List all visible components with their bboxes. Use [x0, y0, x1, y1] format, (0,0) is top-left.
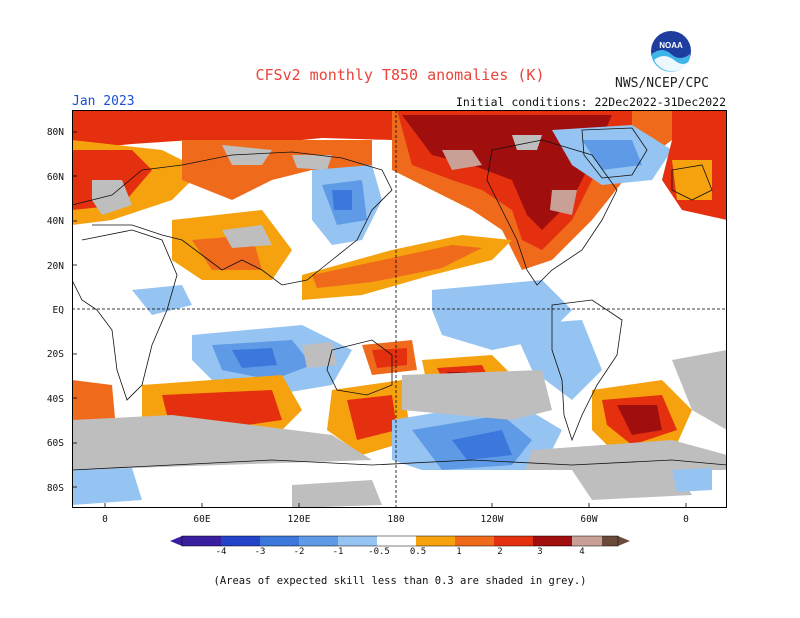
org-label: NWS/NCEP/CPC [615, 76, 709, 91]
australia-outline [326, 339, 393, 396]
eurasia-outline [72, 151, 393, 286]
lat-label-20s: 20S [46, 349, 64, 360]
noaa-logo: NOAA [650, 30, 692, 76]
colorbar-label: 4 [579, 547, 585, 557]
greenland-outline [581, 127, 648, 179]
lat-label-80s: 80S [46, 483, 64, 494]
south-america-outline [551, 299, 623, 442]
lat-label-60s: 60S [46, 438, 64, 449]
colorbar-label: 2 [497, 547, 503, 557]
lat-label-20n: 20N [46, 261, 64, 272]
coastlines [72, 127, 727, 471]
southern-ocean-grey [72, 415, 372, 470]
lon-label-0-east: 0 [683, 514, 689, 525]
colorbar-right-arrow [618, 536, 630, 546]
colorbar-label: 0.5 [409, 547, 427, 557]
lat-label-80n: 80N [46, 127, 64, 138]
colorbar-left-arrow [170, 536, 182, 546]
noaa-logo-text: NOAA [659, 41, 683, 50]
colorbar-label: -2 [293, 547, 305, 557]
skill-footnote: (Areas of expected skill less than 0.3 a… [213, 575, 587, 587]
colorbar-label: -0.5 [368, 547, 390, 557]
lon-label-180: 180 [387, 514, 405, 525]
north-america-outline [486, 139, 618, 286]
lat-label-eq: EQ [52, 305, 64, 316]
colorbar-label: -3 [254, 547, 266, 557]
lon-label-0: 0 [102, 514, 108, 525]
lon-label-60e: 60E [193, 514, 211, 525]
forecast-month: Jan 2023 [72, 94, 135, 109]
colorbar-label: 1 [456, 547, 462, 557]
chart-title: CFSv2 monthly T850 anomalies (K) [255, 66, 545, 84]
lat-label-60n: 60N [46, 172, 64, 183]
antarctica-outline [72, 459, 727, 471]
anomaly-fields [72, 110, 727, 508]
colorbar-label: -1 [332, 547, 344, 557]
africa-outline [72, 229, 178, 401]
anomaly-map [72, 110, 727, 508]
lon-label-60w: 60W [580, 514, 598, 525]
colorbar-label: 3 [537, 547, 543, 557]
colorbar-label: -4 [215, 547, 227, 557]
lat-label-40n: 40N [46, 216, 64, 227]
lon-label-120e: 120E [287, 514, 311, 525]
lon-label-120w: 120W [480, 514, 504, 525]
lat-label-40s: 40S [46, 394, 64, 405]
initial-conditions: Initial conditions: 22Dec2022-31Dec2022 [455, 95, 726, 109]
colorbar [170, 535, 630, 547]
